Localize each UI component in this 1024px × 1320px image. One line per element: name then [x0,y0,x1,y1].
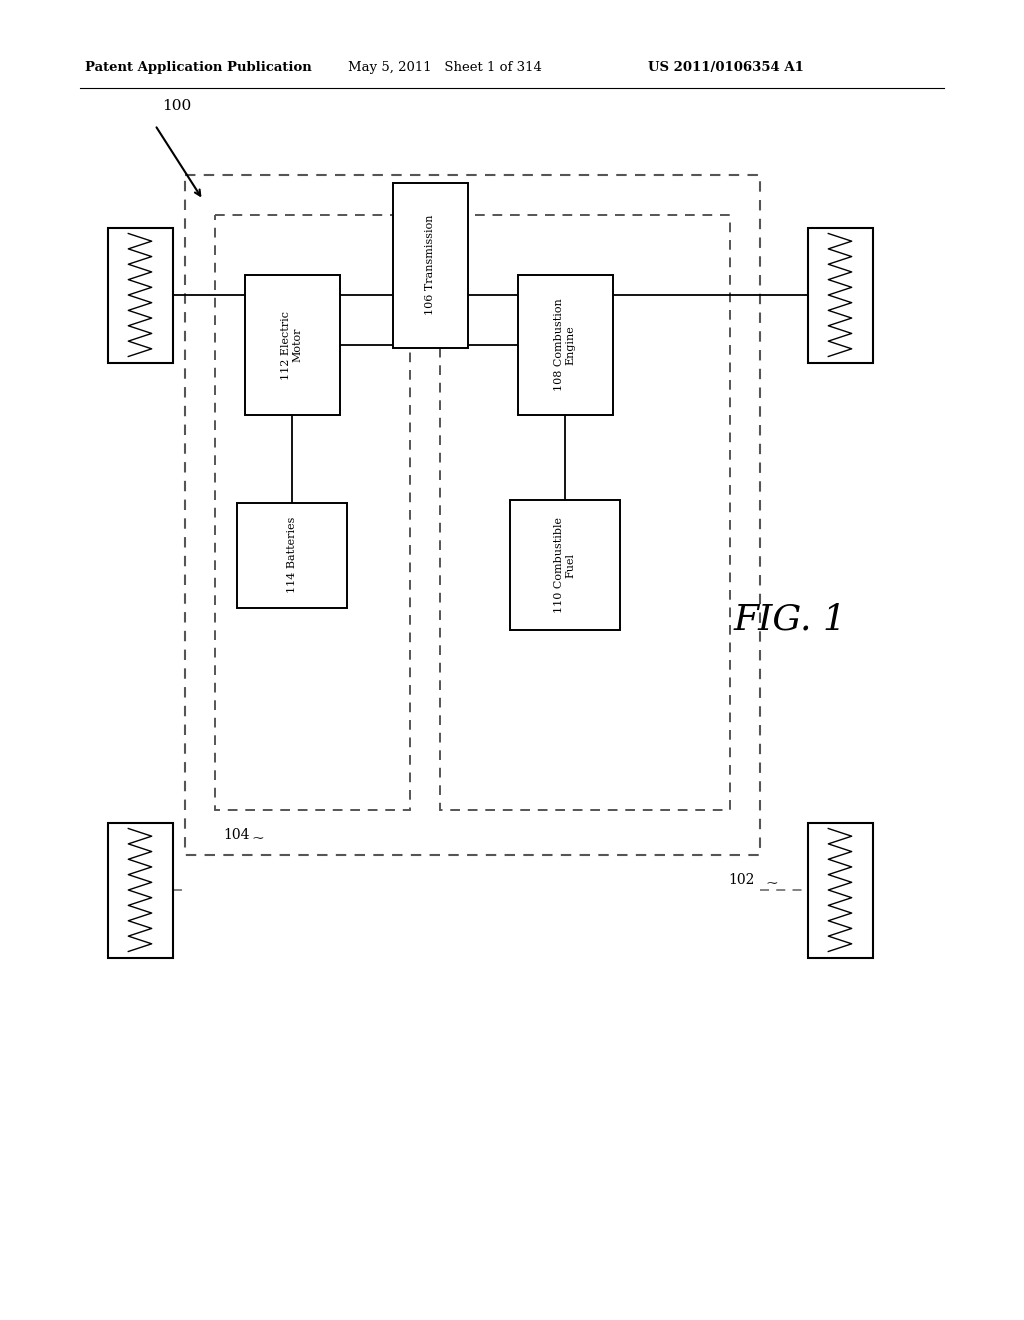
Text: FIG. 1: FIG. 1 [733,603,847,638]
Text: 106 Transmission: 106 Transmission [425,215,435,315]
Text: 110 Combustible
Fuel: 110 Combustible Fuel [554,517,575,612]
Text: 112 Electric
Motor: 112 Electric Motor [282,310,303,380]
Text: US 2011/0106354 A1: US 2011/0106354 A1 [648,62,804,74]
Bar [108,227,172,363]
Bar [808,227,872,363]
Bar [108,822,172,957]
Bar [510,500,620,630]
Text: ~: ~ [251,832,264,846]
Text: 102: 102 [729,873,755,887]
Text: Patent Application Publication: Patent Application Publication [85,62,311,74]
Text: 100: 100 [163,99,191,114]
Text: May 5, 2011   Sheet 1 of 314: May 5, 2011 Sheet 1 of 314 [348,62,542,74]
Bar [245,275,340,414]
Bar [440,215,730,810]
Text: 104: 104 [223,828,250,842]
Bar [237,503,347,607]
Text: 108 Combustion
Engine: 108 Combustion Engine [554,298,575,391]
Text: 114 Batteries: 114 Batteries [287,517,297,593]
Bar [517,275,612,414]
Bar [185,176,760,855]
Bar [808,822,872,957]
Bar [392,182,468,347]
Bar [215,215,410,810]
Text: ~: ~ [765,876,778,891]
